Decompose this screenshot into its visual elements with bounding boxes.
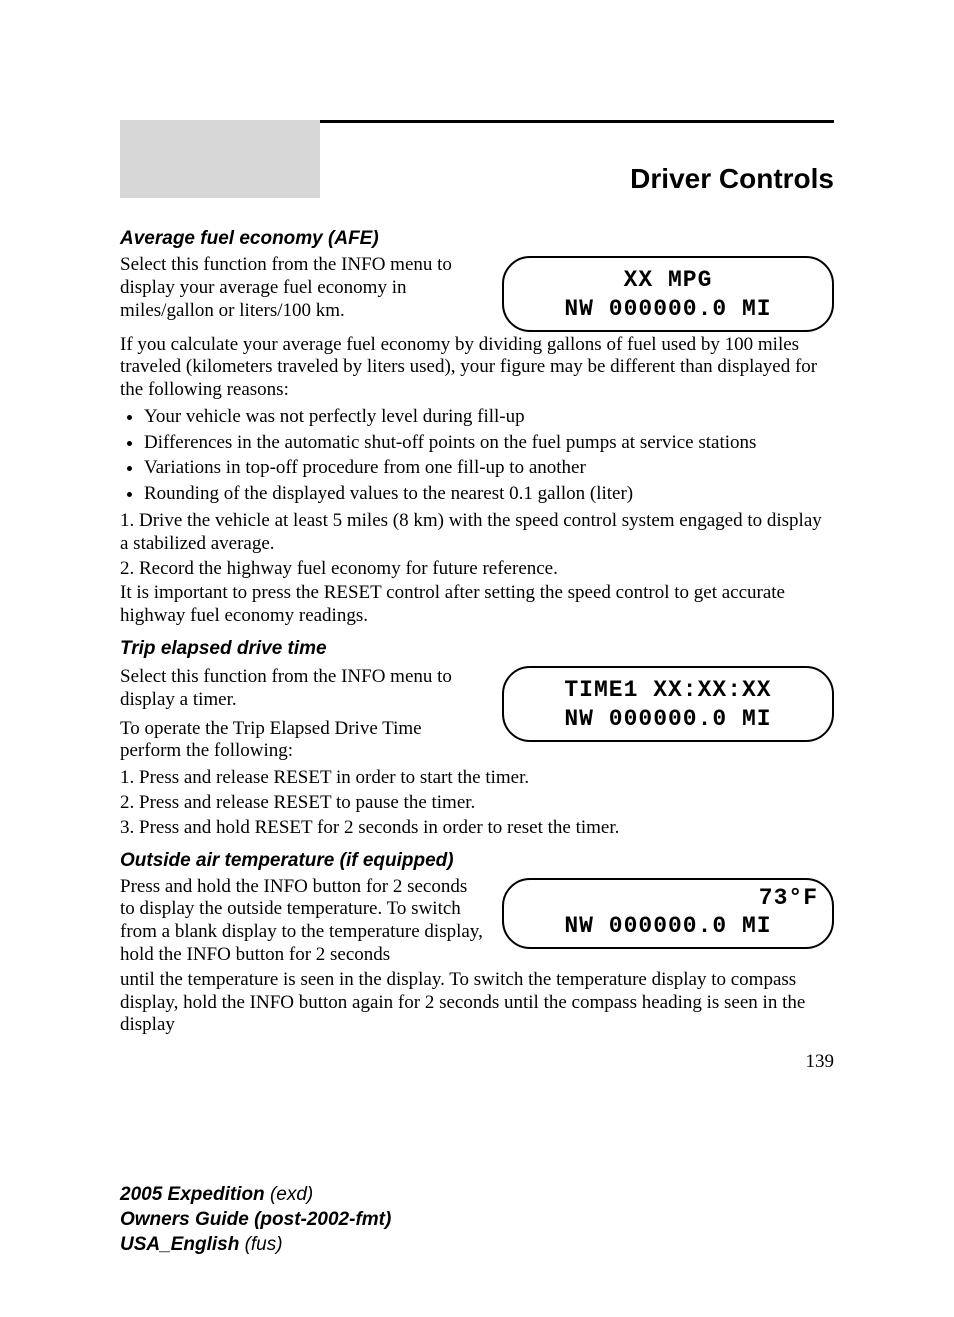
- afe-step2: 2. Record the highway fuel economy for f…: [120, 558, 834, 581]
- list-item: Differences in the automatic shut-off po…: [144, 432, 834, 455]
- trip-intro2: To operate the Trip Elapsed Drive Time p…: [120, 718, 486, 764]
- trip-display: TIME1 XX:XX:XX NW 000000.0 MI: [502, 666, 834, 742]
- oat-display-line2: NW 000000.0 MI: [518, 912, 818, 941]
- footer-line3: USA_English (fus): [120, 1233, 834, 1258]
- header-grey-box: [120, 120, 320, 198]
- trip-display-line1: TIME1 XX:XX:XX: [518, 676, 818, 705]
- trip-intro1: Select this function from the INFO menu …: [120, 666, 486, 712]
- footer-l1b: (exd): [270, 1184, 313, 1205]
- afe-bullet-list: Your vehicle was not perfectly level dur…: [144, 406, 834, 506]
- afe-heading: Average fuel economy (AFE): [120, 228, 834, 250]
- page-header: Driver Controls: [120, 120, 834, 198]
- oat-cont: until the temperature is seen in the dis…: [120, 969, 834, 1037]
- list-item: Your vehicle was not perfectly level dur…: [144, 406, 834, 429]
- list-item: Variations in top-off procedure from one…: [144, 457, 834, 480]
- oat-intro: Press and hold the INFO button for 2 sec…: [120, 876, 486, 967]
- oat-display-line1: 73°F: [518, 884, 818, 913]
- trip-step3: 3. Press and hold RESET for 2 seconds in…: [120, 817, 834, 840]
- trip-intro-col: Select this function from the INFO menu …: [120, 664, 486, 765]
- trip-step1: 1. Press and release RESET in order to s…: [120, 767, 834, 790]
- afe-display-line1: XX MPG: [518, 266, 818, 295]
- footer-l3a: USA_English: [120, 1234, 245, 1255]
- footer: 2005 Expedition (exd) Owners Guide (post…: [120, 1183, 834, 1257]
- page-title: Driver Controls: [320, 120, 834, 198]
- trip-row: Select this function from the INFO menu …: [120, 664, 834, 765]
- list-item: Rounding of the displayed values to the …: [144, 483, 834, 506]
- oat-heading: Outside air temperature (if equipped): [120, 850, 834, 872]
- afe-row: Select this function from the INFO menu …: [120, 254, 834, 332]
- footer-line2: Owners Guide (post-2002-fmt): [120, 1208, 834, 1233]
- afe-para2: If you calculate your average fuel econo…: [120, 334, 834, 402]
- oat-display: 73°F NW 000000.0 MI: [502, 878, 834, 950]
- afe-display-line2: NW 000000.0 MI: [518, 295, 818, 324]
- afe-note: It is important to press the RESET contr…: [120, 582, 834, 628]
- footer-l3b: (fus): [245, 1234, 283, 1255]
- footer-line1: 2005 Expedition (exd): [120, 1183, 834, 1208]
- footer-l1a: 2005 Expedition: [120, 1184, 270, 1205]
- trip-heading: Trip elapsed drive time: [120, 638, 834, 660]
- trip-display-line2: NW 000000.0 MI: [518, 705, 818, 734]
- afe-intro: Select this function from the INFO menu …: [120, 254, 486, 322]
- afe-display: XX MPG NW 000000.0 MI: [502, 256, 834, 332]
- page-container: Driver Controls Average fuel economy (AF…: [0, 0, 954, 1317]
- trip-step2: 2. Press and release RESET to pause the …: [120, 792, 834, 815]
- oat-row: Press and hold the INFO button for 2 sec…: [120, 876, 834, 967]
- afe-step1: 1. Drive the vehicle at least 5 miles (8…: [120, 510, 834, 556]
- page-number: 139: [120, 1051, 834, 1073]
